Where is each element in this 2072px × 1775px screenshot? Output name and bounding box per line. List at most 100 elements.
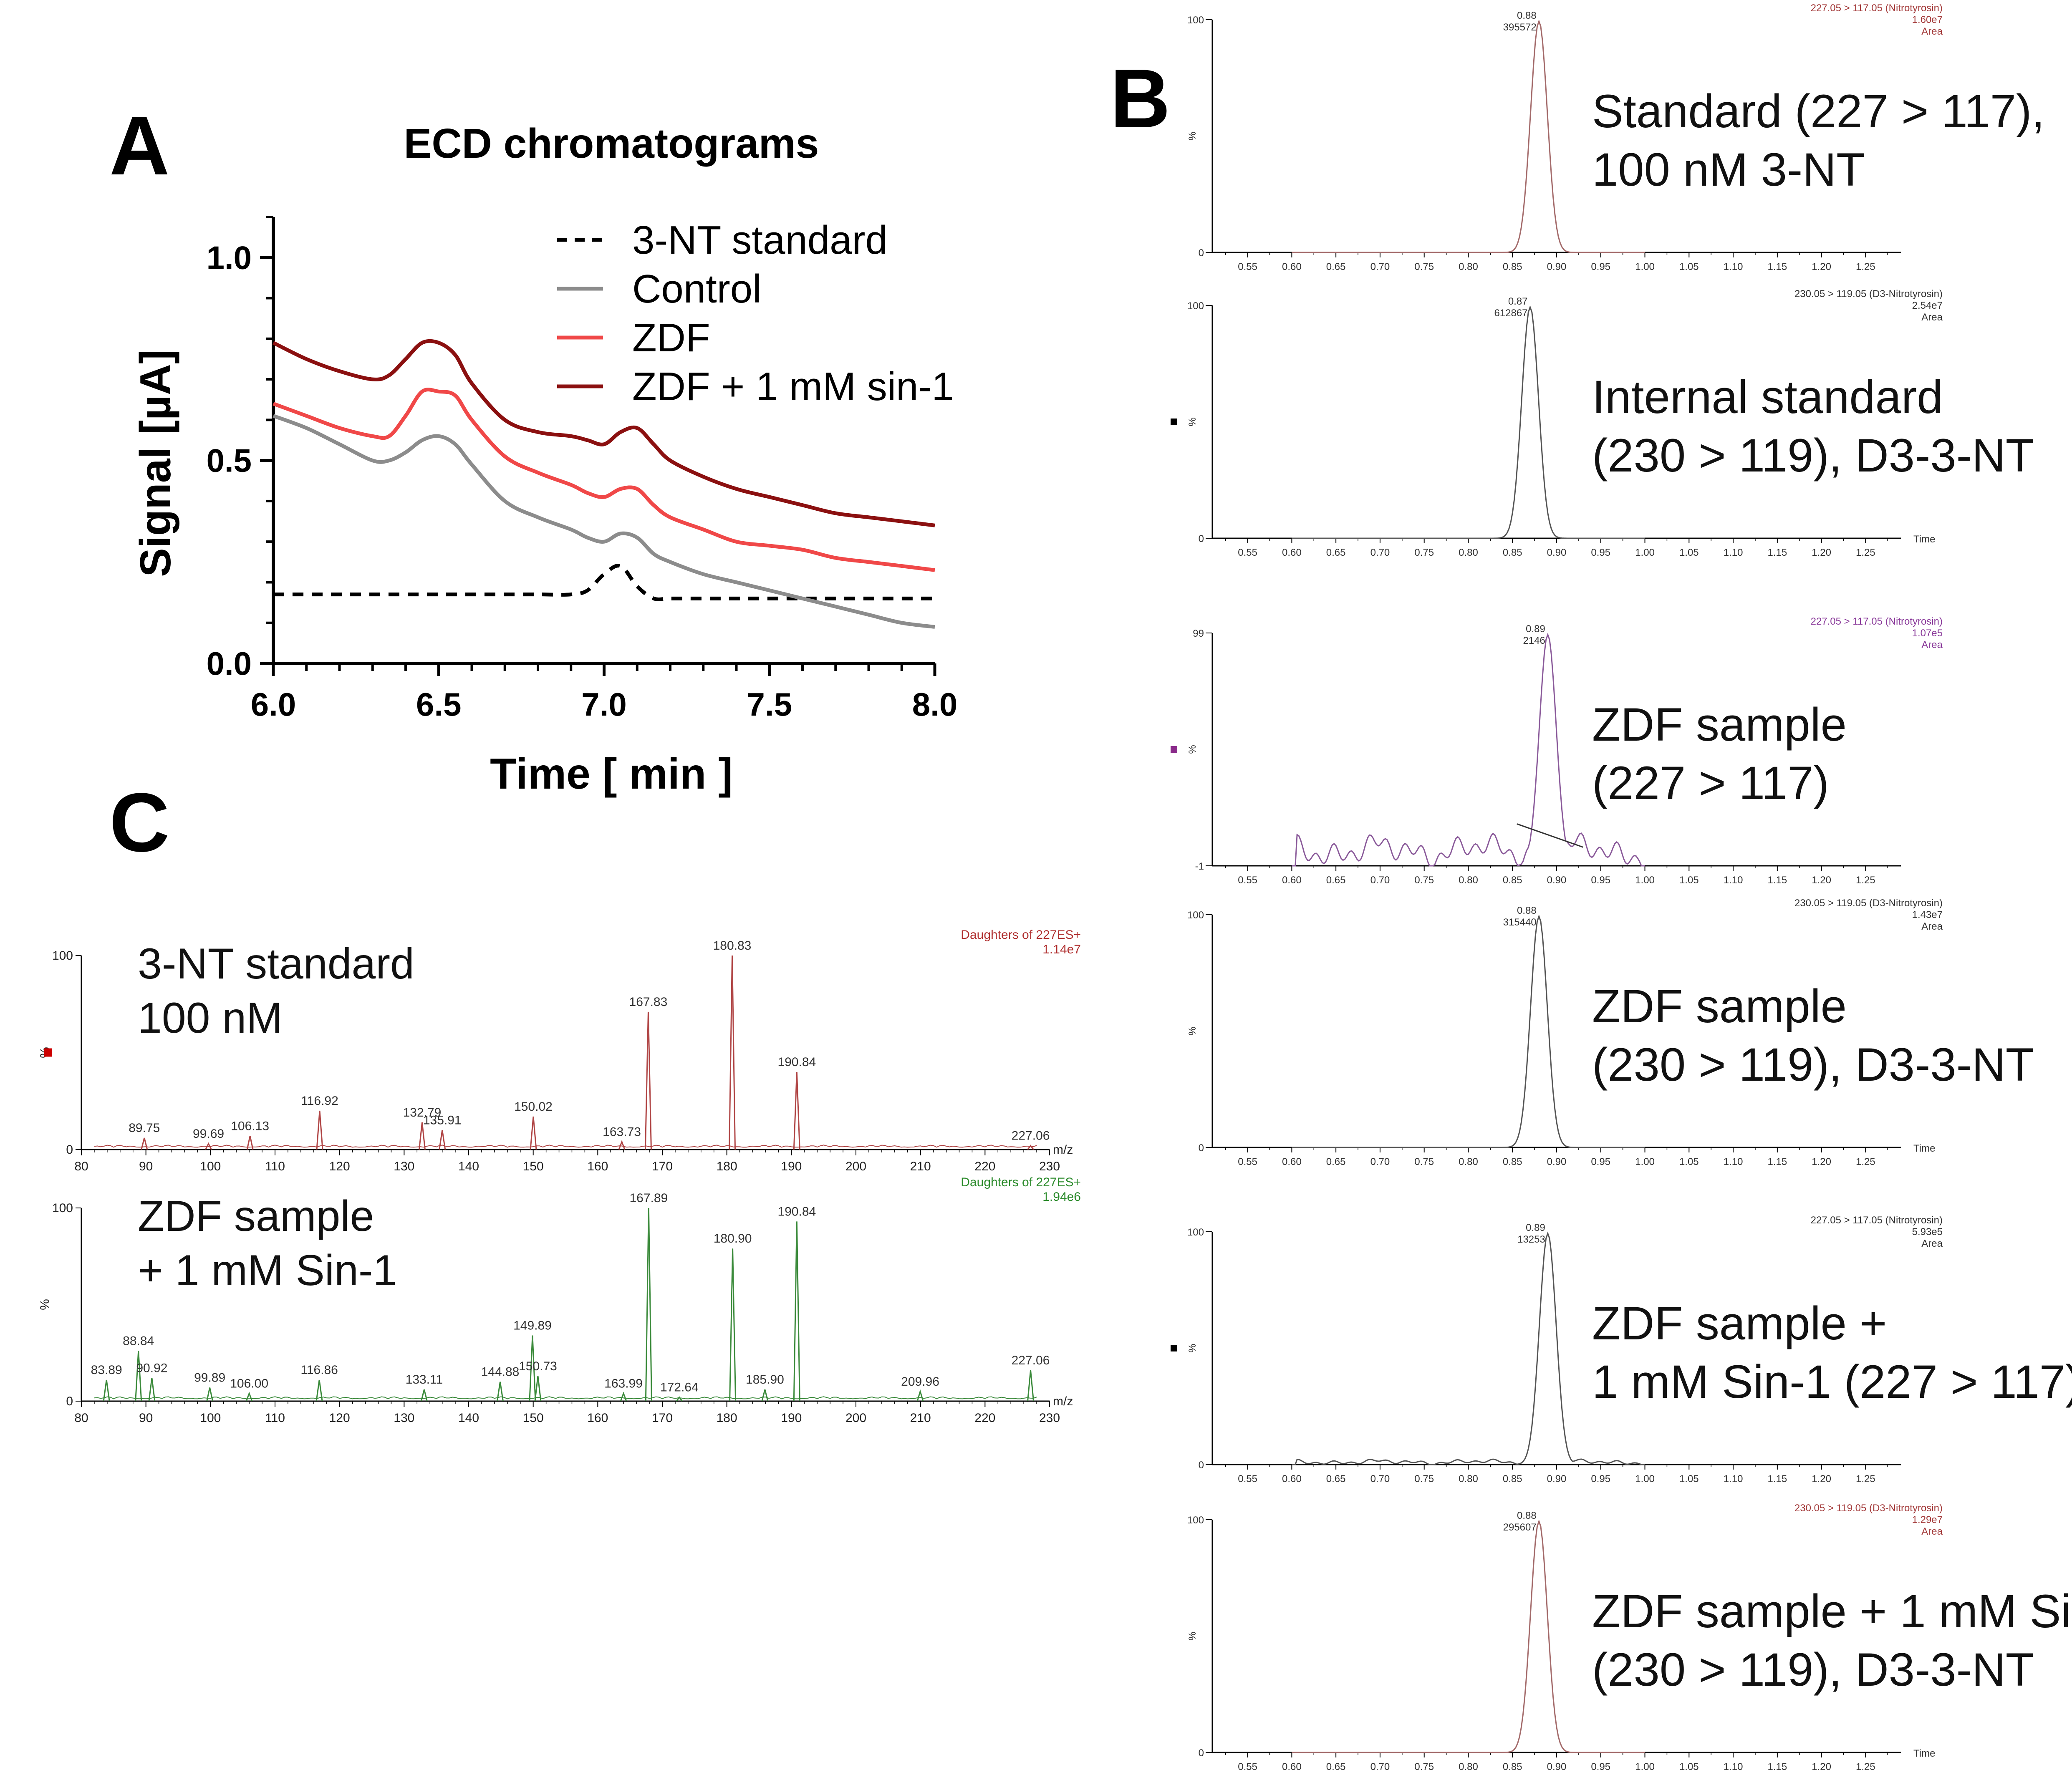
trace-peak-rt: 0.87: [1508, 296, 1528, 307]
spectrum-x-tick-label: 160: [587, 1160, 608, 1173]
spectrum-peak-label: 227.06: [1012, 1129, 1050, 1143]
trace-x-tick-label: 0.55: [1238, 547, 1257, 558]
trace-y-bottom-label: -1: [1195, 861, 1204, 872]
trace-header-intensity: 2.54e7: [1912, 300, 1943, 311]
spectrum-peak-label: 132.79: [403, 1106, 442, 1119]
trace-x-tick-label: 0.85: [1503, 261, 1522, 272]
trace-x-tick-label: 0.90: [1547, 875, 1567, 886]
trace-y-top-label: 100: [1187, 910, 1204, 921]
trace-x-tick-label: 0.80: [1459, 547, 1478, 558]
trace-x-tick-label: 0.55: [1238, 1473, 1257, 1485]
spectrum-peak: [206, 1387, 214, 1402]
spectrum-peak: [418, 1122, 426, 1150]
spectrum-peak-label: 163.99: [604, 1377, 643, 1390]
spectrum-x-tick-label: 200: [845, 1160, 866, 1173]
spectrum-x-tick-label: 220: [974, 1160, 995, 1173]
trace-header-intensity: 1.60e7: [1912, 14, 1943, 25]
trace-peak: [1292, 914, 1645, 1148]
trace-header-area: Area: [1921, 26, 1943, 37]
trace-annotation-line: ZDF sample +: [1592, 1297, 1887, 1349]
trace-header-area: Area: [1921, 1526, 1943, 1537]
spectrum-peak-label: 185.90: [746, 1373, 784, 1387]
trace-x-tick-label: 0.80: [1459, 1761, 1478, 1772]
trace-header-intensity: 5.93e5: [1912, 1226, 1943, 1238]
spectrum-peak-label: 180.90: [714, 1232, 752, 1246]
spectrum-peak: [916, 1389, 924, 1402]
trace-peak-rt: 0.88: [1517, 1510, 1537, 1521]
trace-x-tick-label: 1.10: [1724, 1156, 1743, 1167]
trace-channel-marker: [1171, 746, 1177, 753]
x-tick-label: 7.5: [747, 686, 792, 723]
spectrum-peak-label: 190.84: [777, 1055, 816, 1069]
trace-x-tick-label: 1.05: [1679, 1156, 1699, 1167]
trace-x-tick-label: 1.15: [1767, 1761, 1787, 1772]
trace-x-tick-label: 0.65: [1326, 1473, 1346, 1485]
spectrum-peak-label: 116.92: [301, 1094, 338, 1108]
trace-peak-area: 315440: [1503, 917, 1537, 928]
trace-x-tick-label: 0.95: [1591, 1156, 1610, 1167]
trace-x-tick-label: 0.90: [1547, 1473, 1567, 1485]
spectrum-peak-label: 106.13: [231, 1119, 269, 1133]
trace-annotation-line: Internal standard: [1592, 371, 1943, 423]
panel-b-letter: B: [1110, 52, 1170, 145]
trace-x-tick-label: 1.10: [1724, 547, 1743, 558]
spectrum-peak-label: 135.91: [423, 1114, 462, 1127]
series-line-0: [273, 564, 935, 602]
spectrum-x-tick-label: 150: [523, 1411, 544, 1425]
trace-channel-marker: [1171, 419, 1177, 425]
spectrum-peak: [729, 1248, 737, 1402]
trace-x-tick-label: 0.75: [1414, 261, 1434, 272]
trace-x-tick-label: 0.85: [1503, 1761, 1522, 1772]
trace-x-tick-label: 0.95: [1591, 1761, 1610, 1772]
trace-x-tick-label: 1.00: [1635, 261, 1655, 272]
trace-annotation-line: ZDF sample: [1592, 698, 1847, 751]
trace-header-transition: 230.05 > 119.05 (D3-Nitrotyrosin): [1794, 288, 1943, 300]
spectrum-x-tick-label: 180: [717, 1411, 737, 1425]
spectrum-channel-marker: [44, 1048, 52, 1057]
y-tick-label: 1.0: [207, 239, 252, 276]
panel-a-plot-area: 6.0 6.5 7.0 7.5 8.0 0.0 0.5 1.0 3-NT standard Con…: [207, 216, 957, 723]
legend-label-0: 3-NT standard: [632, 218, 888, 262]
spectrum-peak-label: 144.88: [481, 1365, 520, 1379]
trace-x-tick-label: 1.15: [1767, 875, 1787, 886]
trace-time-label: Time: [1913, 1143, 1935, 1154]
spectrum-peak-label: 88.84: [123, 1334, 154, 1348]
trace-x-tick-label: 0.80: [1459, 261, 1478, 272]
trace-x-tick-label: 0.60: [1282, 1473, 1302, 1485]
spectrum-x-tick-label: 100: [200, 1160, 221, 1173]
panel-b-traces: 100 0% 0.55 0.60 0.65 0.70 0.75 0.80 0.85 0.90 0.9…: [1171, 3, 2072, 1772]
trace-annotation-line: ZDF sample: [1592, 980, 1847, 1032]
trace-x-tick-label: 1.20: [1812, 261, 1831, 272]
trace-x-tick-label: 1.20: [1812, 547, 1831, 558]
trace-x-tick-label: 1.15: [1767, 261, 1787, 272]
trace-channel-marker: [1171, 1345, 1177, 1351]
spectrum-x-tick-label: 120: [329, 1411, 350, 1425]
trace-percent-label: %: [1187, 1026, 1198, 1035]
trace-x-tick-label: 1.15: [1767, 547, 1787, 558]
spectrum-x-tick-label: 230: [1039, 1160, 1060, 1173]
x-tick-label: 7.0: [581, 686, 626, 723]
y-tick-label: 0.0: [207, 645, 252, 682]
spectrum-y-top-label: 100: [52, 949, 73, 963]
x-tick-label: 8.0: [912, 686, 957, 723]
trace-x-tick-label: 0.95: [1591, 875, 1610, 886]
trace-x-tick-label: 1.00: [1635, 547, 1655, 558]
trace-header-transition: 227.05 > 117.05 (Nitrotyrosin): [1811, 616, 1943, 627]
trace-peak-rt: 0.89: [1526, 1222, 1545, 1233]
spectrum-peak-label: 106.00: [230, 1377, 268, 1390]
trace-x-tick-label: 1.20: [1812, 875, 1831, 886]
trace-time-label: Time: [1913, 1748, 1935, 1759]
trace-peak-area: 295607: [1503, 1522, 1537, 1533]
trace-x-tick-label: 1.25: [1856, 261, 1875, 272]
spectrum-peak: [534, 1376, 542, 1402]
trace-peak-rt: 0.88: [1517, 10, 1537, 21]
spectrum-peak: [1027, 1370, 1035, 1402]
trace-x-tick-label: 0.70: [1370, 261, 1390, 272]
legend-label-2: ZDF: [632, 315, 710, 360]
trace-peak-area: 2146: [1523, 635, 1545, 646]
spectrum-peak: [761, 1389, 769, 1402]
spectrum-peak: [141, 1137, 148, 1150]
spectrum-x-tick-label: 220: [974, 1411, 995, 1425]
spectrum-peak: [420, 1389, 428, 1402]
